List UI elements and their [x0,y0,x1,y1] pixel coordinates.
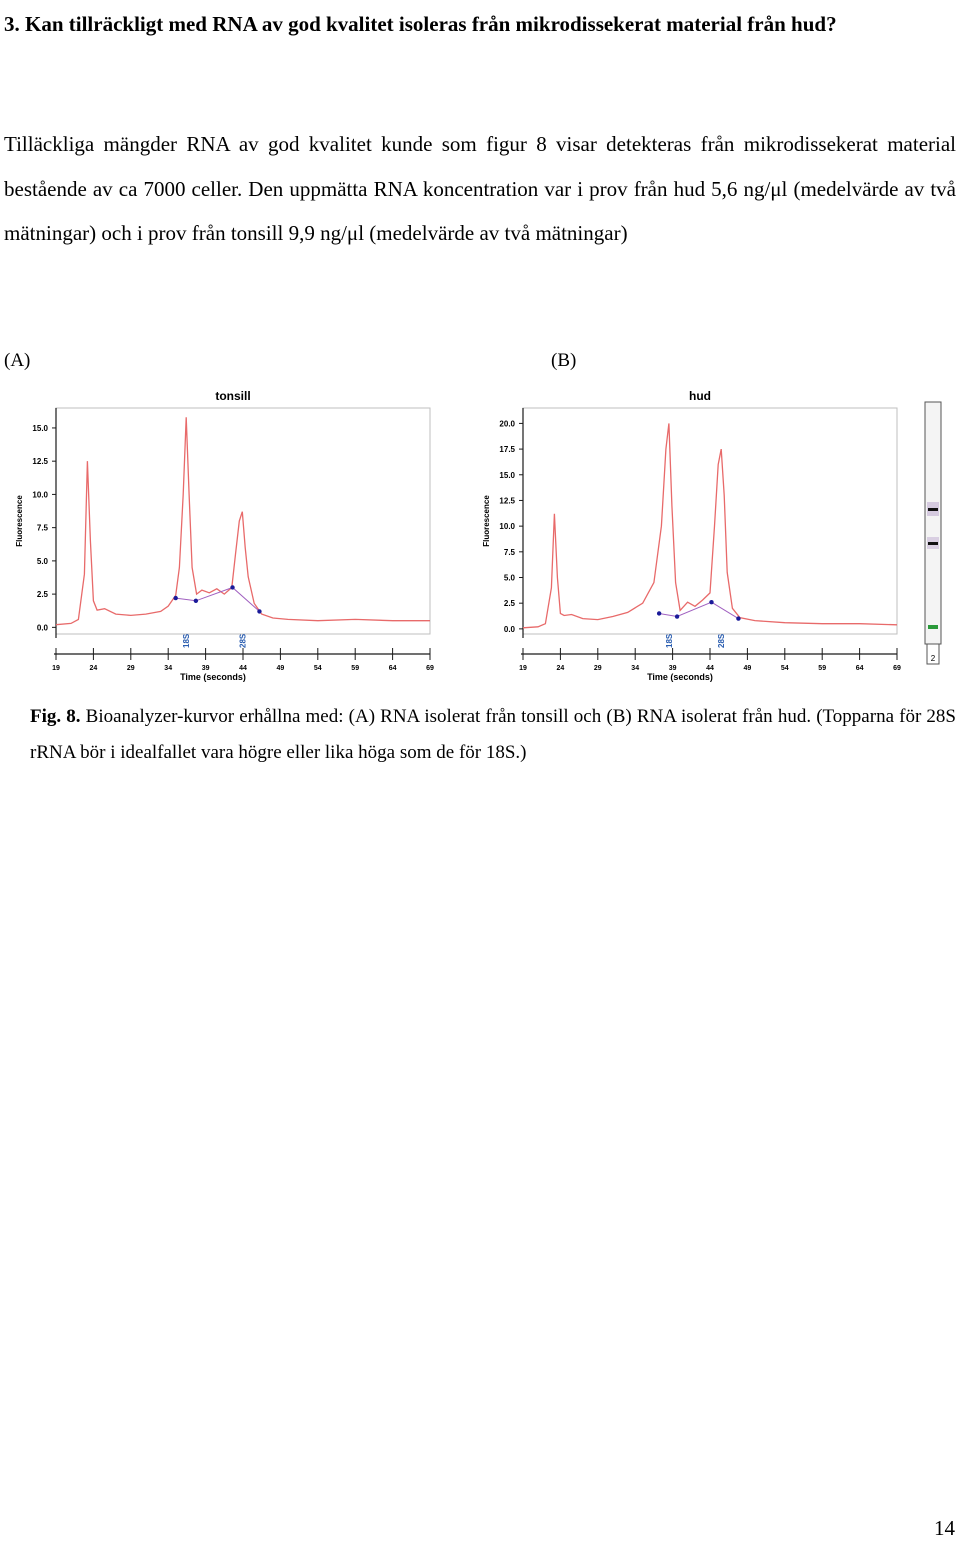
hud-y-tick-label: 12.5 [499,496,515,505]
tonsill-peak-connector [175,586,260,612]
panel-a-label: (A) [4,350,31,371]
tonsill-peak-point [193,598,199,603]
tonsill-x-axis-label: Time (seconds) [180,672,246,682]
hud-x-tick-label: 54 [781,665,789,672]
figure-label: Fig. 8. [30,706,81,727]
hud-peak-label: 18S [665,633,674,648]
hud-peak-label: 28S [717,633,726,648]
body-paragraph: Tilläckliga mängder RNA av god kvalitet … [4,132,956,245]
hud-gel-lane [924,401,942,645]
hud-gel-marker-band [928,625,938,629]
tonsill-y-axis-label: Fluorescence [15,495,24,547]
tonsill-peak-label: 28S [238,633,247,648]
tonsill-y-tick-label: 7.5 [37,524,49,533]
tonsill-x-tick-label: 34 [164,665,172,672]
tonsill-y-tick-label: 12.5 [32,457,48,466]
hud-peak-point [709,599,714,605]
hud-fluorescence-trace [522,423,898,629]
hud-x-tick-label: 29 [594,665,602,672]
figure-caption: Fig. 8. Bioanalyzer-kurvor erhållna med:… [30,699,956,771]
tonsill-peak-label: 18S [182,633,191,648]
hud-lane-number: 2 [931,654,936,663]
hud-x-tick-label: 64 [856,665,864,672]
hud-y-tick-label: 17.5 [499,445,515,454]
tonsill-electropherogram: tonsill 0.0 2.5 5.0 7.5 10.0 12.5 15.0 Fluoresce… [4,382,454,684]
tonsill-x-tick-label: 19 [52,665,60,672]
tonsill-x-tick-label: 29 [127,665,135,672]
hud-x-axis-label: Time (seconds) [647,672,713,682]
hud-x-tick-label: 49 [744,665,752,672]
tonsill-chart-svg: tonsill 0.0 2.5 5.0 7.5 10.0 12.5 15.0 Fluoresce… [15,389,434,682]
tonsill-y-tick-label: 5.0 [37,557,49,566]
tonsill-chart-title: tonsill [215,389,250,403]
hud-y-tick-label: 20.0 [499,419,515,428]
tonsill-x-tick-label: 49 [277,665,285,672]
tonsill-x-tick-label: 24 [90,665,98,672]
hud-x-tick-label: 59 [818,665,826,672]
figure-caption-text: Bioanalyzer-kurvor erhållna med: (A) RNA… [30,706,957,763]
hud-y-tick-label: 2.5 [504,599,516,608]
hud-electropherogram: hud 0.0 2.5 5.0 7.5 10.0 12.5 15.0 17.5 20.0 Fluor… [479,382,957,684]
tonsill-x-tick-label: 54 [314,665,322,672]
hud-y-tick-label: 5.0 [504,574,516,583]
tonsill-y-tick-label: 10.0 [32,490,48,499]
tonsill-y-tick-label: 15.0 [32,424,48,433]
hud-x-tick-label: 69 [893,665,901,672]
hud-gel-band-18s [928,542,938,545]
panel-b-label: (B) [551,350,577,371]
hud-y-tick-label: 15.0 [499,471,515,480]
hud-gel-lane-base [926,643,940,665]
hud-y-tick-label: 10.0 [499,522,515,531]
tonsill-x-tick-label: 64 [389,665,397,672]
hud-x-tick-label: 19 [519,665,527,672]
hud-chart-svg: hud 0.0 2.5 5.0 7.5 10.0 12.5 15.0 17.5 20.0 Fluor… [482,389,942,682]
hud-peak-point [656,611,662,616]
tonsill-x-tick-label: 44 [239,665,247,672]
hud-gel-band-28s [928,508,938,511]
tonsill-peak-point [257,609,262,614]
tonsill-y-tick-label: 0.0 [37,623,49,632]
tonsill-peak-point [173,595,178,601]
hud-plot-area [522,407,898,635]
hud-x-tick-label: 44 [706,665,714,672]
hud-y-axis-label: Fluorescence [482,495,491,547]
page-number: 14 [934,1516,955,1540]
hud-y-tick-label: 0.0 [504,625,516,634]
hud-peak-point [736,616,741,621]
tonsill-x-tick-label: 59 [351,665,359,672]
hud-x-tick-label: 34 [631,665,639,672]
hud-y-tick-label: 7.5 [504,548,516,557]
hud-x-tick-label: 39 [669,665,677,672]
hud-x-tick-label: 24 [557,665,565,672]
section-heading: 3. Kan tillräckligt med RNA av god kvali… [4,12,837,36]
tonsill-x-tick-label: 69 [426,665,434,672]
tonsill-peak-point [230,585,235,590]
hud-peak-connector [659,601,739,620]
tonsill-y-tick-label: 2.5 [37,590,49,599]
tonsill-x-tick-label: 39 [202,665,210,672]
hud-peak-point [674,614,680,619]
hud-chart-title: hud [689,389,711,403]
